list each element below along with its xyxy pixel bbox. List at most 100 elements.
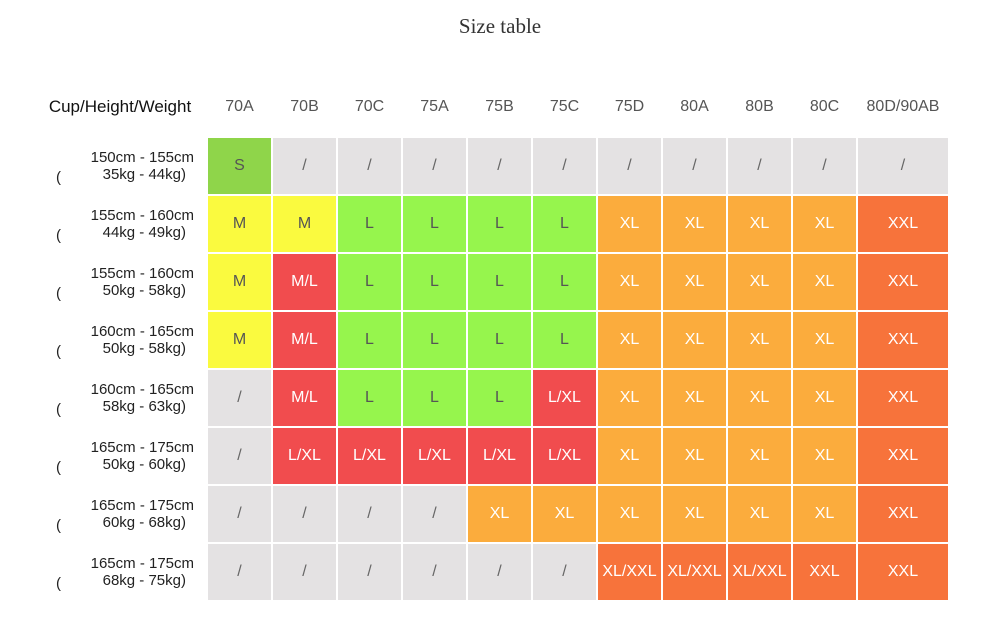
row-label: 160cm - 165cm (50kg - 58kg): [32, 310, 208, 370]
row-label: 155cm - 160cm (50kg - 58kg): [32, 252, 208, 312]
size-cell: XXL: [856, 310, 950, 370]
table-body: 150cm - 155cm(35kg - 44kg) S / / / / / / / / //155…: [32, 136, 950, 602]
row-label: 150cm - 155cm (35kg - 44kg): [32, 136, 208, 196]
size-cell: XL: [661, 484, 728, 544]
size-cell: XXL: [856, 426, 950, 486]
size-cell: XL: [661, 426, 728, 486]
size-cell: L: [466, 310, 533, 370]
size-cell: XL: [791, 484, 858, 544]
size-cell: L: [466, 252, 533, 312]
size-cell: /: [336, 542, 403, 602]
header-70b: 70B: [271, 76, 338, 138]
header-70a: 70A: [206, 76, 273, 138]
open-paren: (: [56, 169, 61, 186]
table-row: 165cm - 175cm(60kg - 68kg) / / / / XL XL XL XL XL…: [32, 484, 950, 544]
height-range: 160cm - 165cm: [90, 381, 194, 398]
size-cell: /: [206, 368, 273, 428]
size-cell: M: [271, 194, 338, 254]
size-cell: L: [336, 310, 403, 370]
size-cell: /: [271, 542, 338, 602]
table-row: 155cm - 160cm(50kg - 58kg) M M/L L L L L XL XL XL…: [32, 252, 950, 312]
height-range: 150cm - 155cm: [90, 149, 194, 166]
weight-range: 44kg - 49kg): [102, 224, 186, 241]
header-75d: 75D: [596, 76, 663, 138]
row-label: 165cm - 175cm (68kg - 75kg): [32, 542, 208, 602]
size-cell: XL/XXL: [661, 542, 728, 602]
open-paren: (: [56, 285, 61, 302]
weight-range: 68kg - 75kg): [102, 572, 186, 589]
size-cell: L: [401, 310, 468, 370]
size-cell: /: [791, 136, 858, 196]
size-cell: XL: [791, 426, 858, 486]
size-cell: XL: [661, 194, 728, 254]
weight-range: 50kg - 58kg): [102, 340, 186, 357]
size-cell: /: [401, 484, 468, 544]
size-cell: XL: [726, 310, 793, 370]
weight-range: 35kg - 44kg): [102, 166, 186, 183]
size-cell: /: [856, 136, 950, 196]
size-cell: L: [401, 194, 468, 254]
open-paren: (: [56, 575, 61, 592]
size-cell: XXL: [856, 194, 950, 254]
row-label: 165cm - 175cm (60kg - 68kg): [32, 484, 208, 544]
size-cell: XL: [661, 310, 728, 370]
size-cell: XL: [726, 194, 793, 254]
header-75b: 75B: [466, 76, 533, 138]
size-cell: XL: [466, 484, 533, 544]
size-cell: XL: [596, 426, 663, 486]
size-cell: XL: [791, 368, 858, 428]
header-75c: 75C: [531, 76, 598, 138]
header-row: Cup/Height/Weight 70A 70B 70C 75A 75B 75…: [32, 76, 950, 138]
size-cell: /: [661, 136, 728, 196]
size-cell: M: [206, 194, 273, 254]
table-row: 165cm - 175cm(68kg - 75kg) / / / / / / XL/XXL XL…: [32, 542, 950, 602]
size-cell: L/XL: [531, 426, 598, 486]
size-cell: XXL: [791, 542, 858, 602]
size-cell: /: [206, 426, 273, 486]
size-cell: XL: [596, 484, 663, 544]
height-range: 155cm - 160cm: [90, 207, 194, 224]
size-cell: /: [271, 484, 338, 544]
size-cell: XL: [596, 368, 663, 428]
height-range: 160cm - 165cm: [90, 323, 194, 340]
row-label: 165cm - 175cm (50kg - 60kg): [32, 426, 208, 486]
header-cup-height-weight: Cup/Height/Weight: [32, 76, 208, 138]
row-label: 160cm - 165cm (58kg - 63kg): [32, 368, 208, 428]
size-cell: XXL: [856, 252, 950, 312]
size-cell: M: [206, 310, 273, 370]
size-cell: /: [466, 136, 533, 196]
weight-range: 58kg - 63kg): [102, 398, 186, 415]
open-paren: (: [56, 517, 61, 534]
size-cell: XL: [531, 484, 598, 544]
size-cell: L: [336, 252, 403, 312]
table-row: 160cm - 165cm(50kg - 58kg) M M/L L L L L XL XL XL…: [32, 310, 950, 370]
size-cell: S: [206, 136, 273, 196]
size-cell: XL: [791, 194, 858, 254]
header-75a: 75A: [401, 76, 468, 138]
size-cell: L: [466, 194, 533, 254]
size-cell: L: [401, 368, 468, 428]
size-cell: /: [271, 136, 338, 196]
size-cell: /: [466, 542, 533, 602]
size-cell: XXL: [856, 368, 950, 428]
header-80c: 80C: [791, 76, 858, 138]
size-cell: L: [401, 252, 468, 312]
size-cell: XL: [726, 368, 793, 428]
height-range: 165cm - 175cm: [90, 555, 194, 572]
size-cell: XL: [596, 310, 663, 370]
size-cell: /: [206, 542, 273, 602]
size-cell: M/L: [271, 368, 338, 428]
size-cell: XL/XXL: [596, 542, 663, 602]
weight-range: 50kg - 60kg): [102, 456, 186, 473]
header-80d-90ab: 80D/90AB: [856, 76, 950, 138]
open-paren: (: [56, 459, 61, 476]
size-cell: /: [401, 542, 468, 602]
size-cell: L: [531, 310, 598, 370]
size-cell: /: [596, 136, 663, 196]
size-cell: XL: [726, 426, 793, 486]
size-cell: L: [466, 368, 533, 428]
size-cell: /: [336, 136, 403, 196]
size-cell: L: [336, 194, 403, 254]
height-range: 165cm - 175cm: [90, 439, 194, 456]
header-70c: 70C: [336, 76, 403, 138]
